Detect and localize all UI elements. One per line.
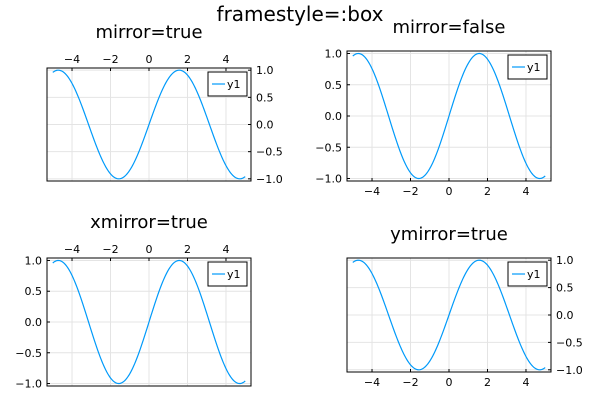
chart-1-x-tick-label: −2 <box>102 53 118 66</box>
chart-2-series-line <box>352 52 546 180</box>
chart-1-y-tick-label: −1.0 <box>256 173 283 186</box>
chart-1-series-line <box>52 69 246 180</box>
chart-3-legend-label: y1 <box>227 268 241 281</box>
chart-2-y-tick-label: 0.5 <box>325 79 343 92</box>
chart-1-legend-label: y1 <box>227 78 241 91</box>
suptitle: framestyle=:box <box>217 2 384 26</box>
subplot-mirror-true: mirror=true −4 −2 0 2 4 1.0 0.5 0.0 −0.5 −1.0 y1 <box>46 22 283 186</box>
chart-3-y-tick-label: 1.0 <box>25 254 43 267</box>
chart-3-x-tick-label: 2 <box>184 243 191 256</box>
chart-2-legend-label: y1 <box>527 61 541 74</box>
chart-1-x-tick-label: 4 <box>222 53 229 66</box>
chart-4-x-tick-label: 2 <box>484 376 491 389</box>
chart-4-y-tick-label: −1.0 <box>556 364 583 377</box>
chart-3-x-tick-label: 4 <box>222 243 229 256</box>
chart-3-y-tick-label: −0.5 <box>15 347 42 360</box>
chart-1-y-tick-label: 0.5 <box>256 91 274 104</box>
subplot-mirror-false: mirror=false −4 −2 0 2 4 1.0 0.5 0.0 −0.5 −1.0 y1 <box>315 17 552 198</box>
chart-1-title: mirror=true <box>95 22 202 43</box>
chart-1-y-tick-label: −0.5 <box>256 146 283 159</box>
chart-2-y-tick-label: 1.0 <box>325 48 343 61</box>
chart-4-x-tick-label: −2 <box>402 376 418 389</box>
chart-3-series-line <box>52 259 246 385</box>
chart-2-x-tick-label: −4 <box>364 185 380 198</box>
chart-2-title: mirror=false <box>393 17 506 38</box>
chart-3-x-tick-label: −4 <box>64 243 80 256</box>
chart-3-title: xmirror=true <box>90 212 208 233</box>
chart-4-x-tick-label: 0 <box>446 376 453 389</box>
chart-4-x-tick-label: −4 <box>364 376 380 389</box>
chart-1-x-tick-label: −4 <box>64 53 80 66</box>
chart-4-title: ymirror=true <box>390 224 508 245</box>
chart-2-x-tick-label: 0 <box>446 185 453 198</box>
chart-3-y-tick-label: −1.0 <box>15 378 42 391</box>
chart-2-y-tick-label: 0.0 <box>325 110 343 123</box>
chart-4-legend-label: y1 <box>527 268 541 281</box>
chart-2-x-tick-label: 2 <box>484 185 491 198</box>
chart-4-y-tick-label: −0.5 <box>556 336 583 349</box>
subplot-xmirror-true: xmirror=true −4 −2 0 2 4 1.0 0.5 0.0 −0.5 −1.0 y1 <box>15 212 252 391</box>
chart-3-y-tick-label: 0.0 <box>25 316 43 329</box>
chart-4-y-tick-label: 1.0 <box>556 254 574 267</box>
chart-4-x-tick-label: 4 <box>522 376 529 389</box>
chart-2-y-tick-label: −1.0 <box>315 173 342 186</box>
chart-4-series-line <box>352 259 546 371</box>
chart-4-y-tick-label: 0.5 <box>556 282 574 295</box>
chart-1-y-tick-label: 1.0 <box>256 64 274 77</box>
chart-4-y-tick-label: 0.0 <box>556 309 574 322</box>
chart-2-x-tick-label: −2 <box>402 185 418 198</box>
chart-1-x-tick-label: 2 <box>184 53 191 66</box>
chart-2-y-tick-label: −0.5 <box>315 141 342 154</box>
chart-3-y-tick-label: 0.5 <box>25 285 43 298</box>
chart-3-x-tick-label: 0 <box>146 243 153 256</box>
subplot-ymirror-true: ymirror=true −4 −2 0 2 4 1.0 0.5 0.0 −0.5 −1.0 y1 <box>346 224 583 389</box>
chart-2-x-tick-label: 4 <box>522 185 529 198</box>
chart-1-y-tick-label: 0.0 <box>256 119 274 132</box>
chart-1-x-tick-label: 0 <box>146 53 153 66</box>
chart-3-x-tick-label: −2 <box>102 243 118 256</box>
